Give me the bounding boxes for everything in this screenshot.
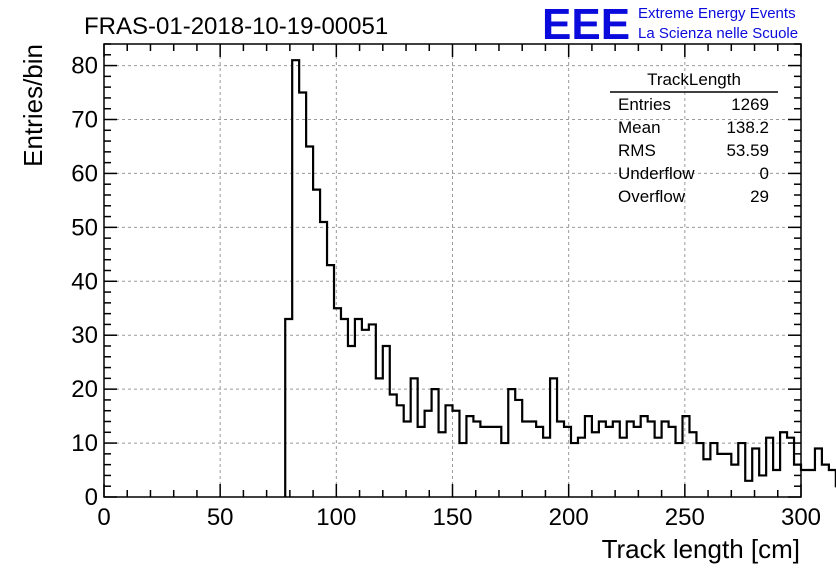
x-tick-label: 150 [432,504,472,531]
stats-row-label: Mean [618,118,661,137]
x-tick-label: 250 [665,504,705,531]
y-tick-labels: 0 10 20 30 40 50 60 70 80 [71,53,98,511]
run-title: FRAS-01-2018-10-19-00051 [84,13,388,40]
axis-ticks [103,43,802,498]
y-tick-label: 30 [71,322,98,349]
stats-row-value: 1269 [731,95,769,114]
eee-logo: EEE Extreme Energy Events La Scienza nel… [542,0,798,49]
stats-box: TrackLength Entries 1269 Mean 138.2 RMS 53.59… [610,70,778,206]
y-tick-label: 70 [71,107,98,134]
stats-row-label: Overflow [618,187,686,206]
eee-logo-line2: La Scienza nelle Scuole [638,25,798,42]
stats-row-value: 138.2 [726,118,769,137]
stats-row-value: 53.59 [726,141,769,160]
y-tick-label: 20 [71,376,98,403]
x-tick-label: 100 [316,504,356,531]
histogram-series [284,59,836,497]
eee-logo-line1: Extreme Energy Events [638,5,796,22]
y-tick-label: 40 [71,268,98,295]
stats-row-value: 0 [760,164,769,183]
stats-box-rows: Entries 1269 Mean 138.2 RMS 53.59 Underflow 0 Ov… [618,95,769,206]
y-tick-label: 10 [71,430,98,457]
stats-row-label: RMS [618,141,656,160]
x-axis-label: Track length [cm] [602,534,800,564]
x-tick-label: 200 [549,504,589,531]
y-tick-label: 50 [71,214,98,241]
y-tick-label: 60 [71,160,98,187]
x-tick-label: 0 [97,504,110,531]
stats-box-title: TrackLength [647,70,741,89]
stats-row-label: Entries [618,95,671,114]
x-tick-label: 50 [207,504,234,531]
y-axis-label: Entries/bin [18,44,48,167]
x-tick-labels: 0 50 100 150 200 250 300 [97,504,821,531]
stats-row-label: Underflow [618,164,695,183]
y-tick-label: 80 [71,53,98,80]
eee-logo-letters: EEE [542,0,630,49]
stats-row-value: 29 [750,187,769,206]
x-tick-label: 300 [781,504,821,531]
y-tick-label: 0 [85,484,98,511]
grid-lines [104,44,801,497]
